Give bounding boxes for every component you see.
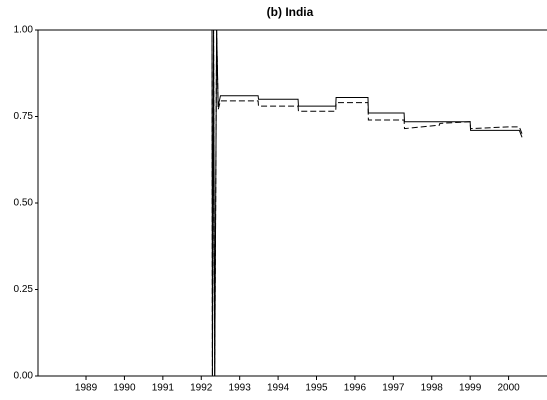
line-series: [38, 29, 523, 377]
x-tick-label: 1999: [459, 383, 482, 394]
x-tick-label: 1989: [75, 383, 98, 394]
x-tick-label: 1998: [421, 383, 444, 394]
x-tick-label: 1997: [382, 383, 405, 394]
y-tick-label: 0.75: [14, 111, 34, 122]
y-tick-label: 0.00: [14, 371, 34, 382]
x-tick-label: 1991: [152, 383, 175, 394]
line-series: [38, 29, 523, 377]
x-tick-label: 1993: [229, 383, 252, 394]
y-tick-label: 1.00: [14, 25, 34, 36]
chart-title: (b) India: [267, 5, 314, 19]
x-tick-label: 1990: [113, 383, 136, 394]
x-tick-label: 1992: [190, 383, 213, 394]
x-tick-label: 1996: [344, 383, 367, 394]
x-tick-label: 1994: [267, 383, 290, 394]
y-tick-label: 0.25: [14, 284, 34, 295]
y-tick-label: 0.50: [14, 198, 34, 209]
x-tick-label: 1995: [305, 383, 328, 394]
x-tick-label: 2000: [497, 383, 520, 394]
